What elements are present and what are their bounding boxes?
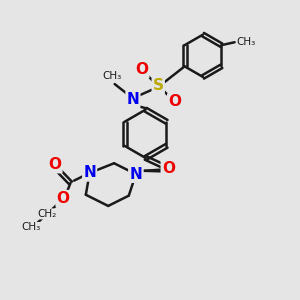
Text: CH₃: CH₃ xyxy=(21,222,40,233)
Text: O: O xyxy=(57,191,70,206)
Text: S: S xyxy=(153,78,164,93)
Text: N: N xyxy=(83,166,96,181)
Text: O: O xyxy=(162,161,175,176)
Text: O: O xyxy=(168,94,181,109)
Text: O: O xyxy=(48,157,62,172)
Text: N: N xyxy=(130,167,142,182)
Text: N: N xyxy=(130,167,142,182)
Text: O: O xyxy=(135,62,148,77)
Text: CH₃: CH₃ xyxy=(102,71,121,81)
Text: N: N xyxy=(127,92,139,107)
Text: CH₂: CH₂ xyxy=(37,209,57,219)
Text: CH₃: CH₃ xyxy=(237,37,256,47)
